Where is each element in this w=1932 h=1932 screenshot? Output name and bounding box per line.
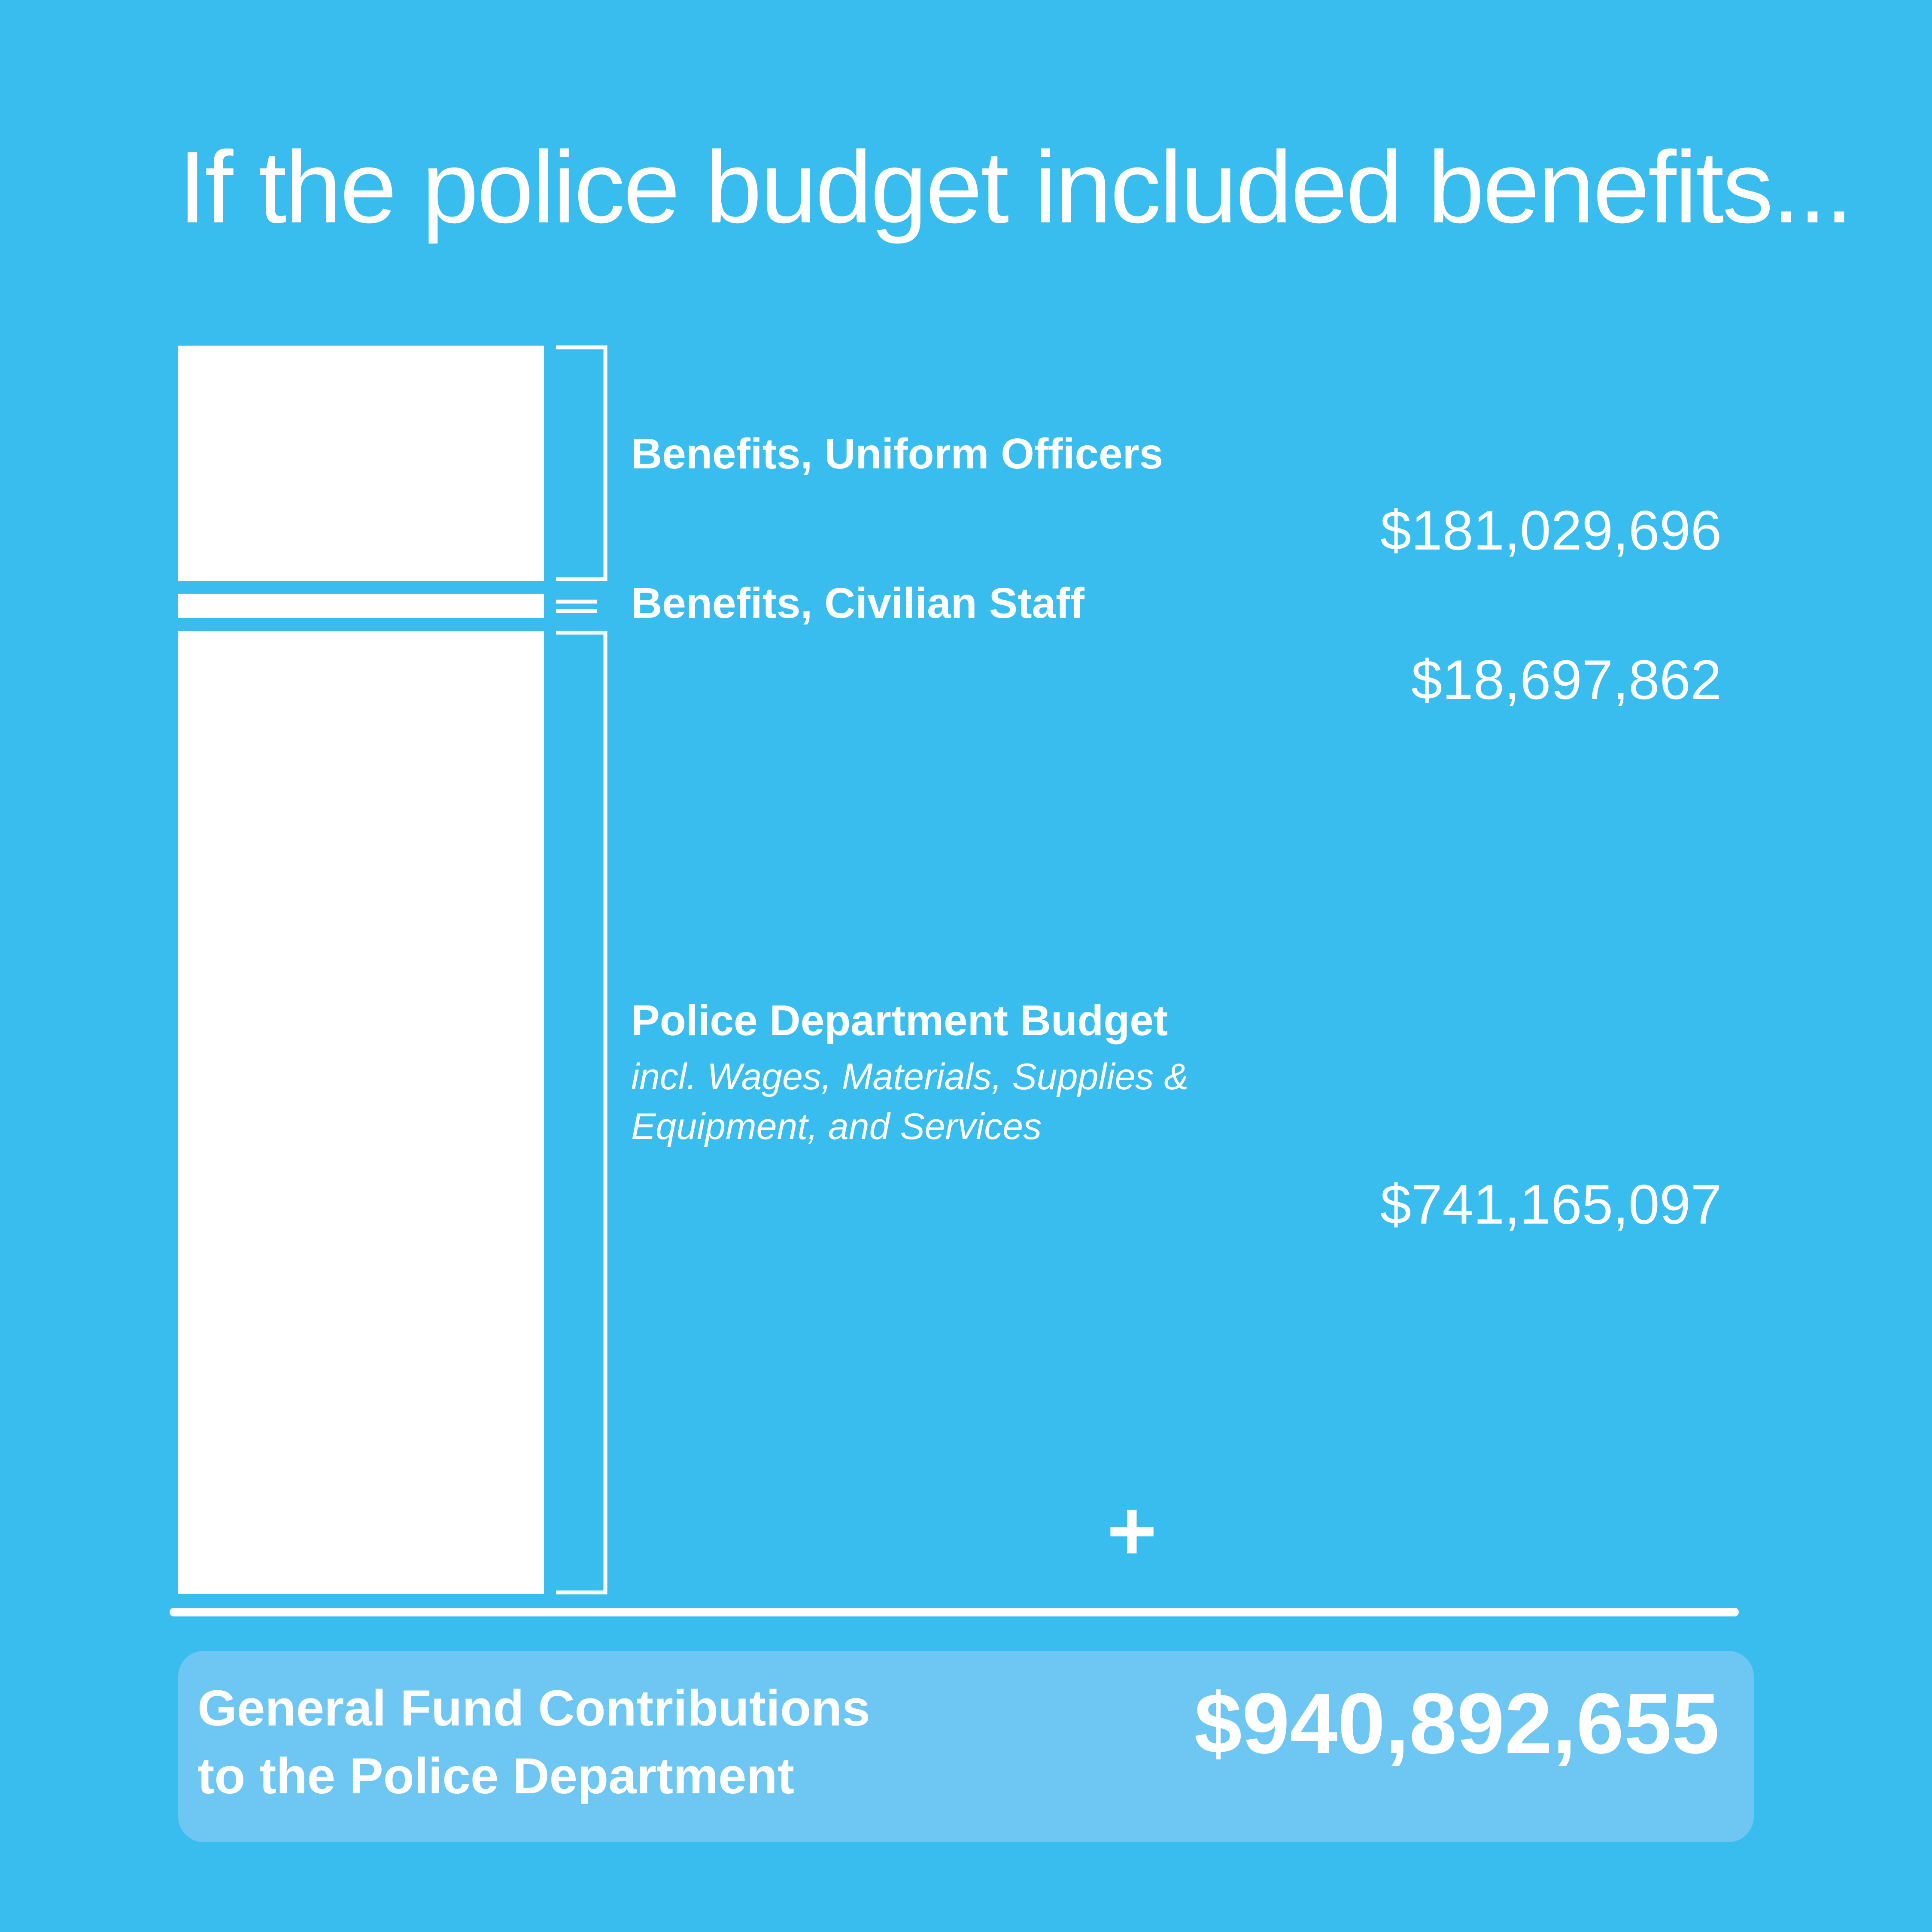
label-civilian-benefits: Benefits, Civilian Staff — [631, 579, 1084, 627]
bar-segment-uniform-benefits — [178, 346, 544, 581]
label-police-budget: Police Department Budget — [631, 996, 1168, 1045]
bracket-civilian-benefits — [556, 599, 597, 613]
bar-segment-police-budget — [178, 631, 544, 1594]
total-label-line2: to the Police Department — [197, 1748, 795, 1804]
bar-segment-civilian-benefits — [178, 593, 544, 618]
police-budget-subtitle: incl. Wages, Materials, Supplies & Equip… — [631, 1056, 1189, 1147]
total-label: General Fund Contributions to the Police… — [197, 1674, 970, 1810]
page-title: If the police budget included benefits..… — [178, 131, 1853, 244]
total-value: $940,892,655 — [1194, 1676, 1719, 1771]
total-label-line1: General Fund Contributions — [197, 1680, 870, 1737]
bracket-police-budget — [556, 631, 608, 1595]
total-box — [178, 1651, 1754, 1842]
value-police-budget: $741,165,097 — [1380, 1173, 1722, 1236]
value-civilian-benefits: $18,697,862 — [1411, 648, 1722, 711]
bracket-uniform-benefits — [556, 345, 608, 581]
label-uniform-benefits: Benefits, Uniform Officers — [631, 430, 1163, 478]
value-uniform-benefits: $181,029,696 — [1380, 499, 1722, 562]
plus-sign: + — [1107, 1483, 1157, 1579]
